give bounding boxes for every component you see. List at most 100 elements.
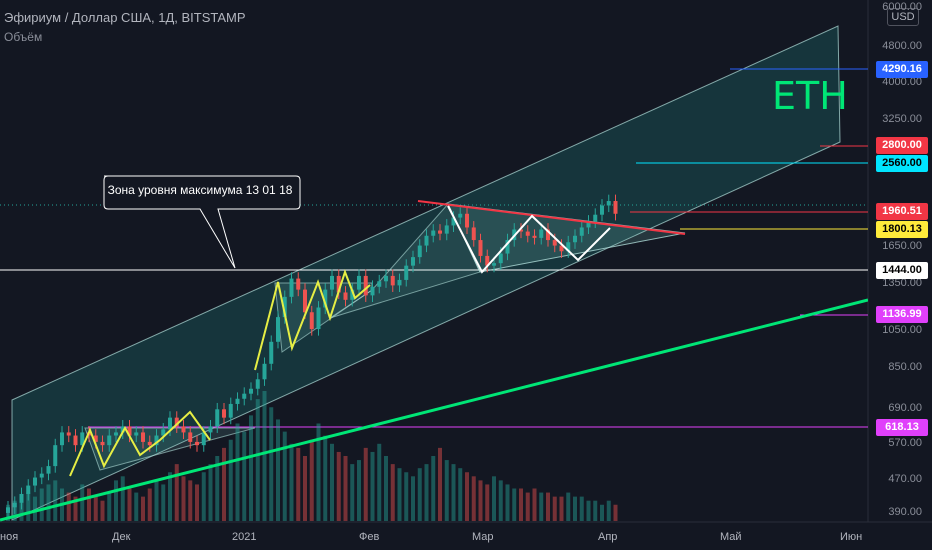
yellow-zigzag-lower[interactable]	[69, 410, 211, 477]
candle-body[interactable]	[46, 466, 51, 474]
candle-body[interactable]	[566, 242, 571, 252]
level-badge[interactable]: 1136.99	[876, 306, 928, 323]
candle-body[interactable]	[289, 278, 294, 297]
candle-body[interactable]	[114, 432, 118, 436]
candle-body[interactable]	[141, 432, 145, 442]
volume-indicator-label[interactable]: Объём	[4, 30, 43, 44]
candle-body[interactable]	[174, 417, 179, 427]
level-badge[interactable]: 2800.00	[876, 137, 928, 154]
candle-body[interactable]	[26, 485, 31, 494]
candle-body[interactable]	[478, 240, 483, 256]
candle-body[interactable]	[249, 388, 253, 394]
candle-body[interactable]	[357, 275, 361, 290]
candle-body[interactable]	[525, 231, 530, 236]
candle-body[interactable]	[384, 275, 388, 282]
candle-body[interactable]	[222, 409, 226, 418]
candle-body[interactable]	[107, 435, 112, 446]
level-badge[interactable]: 1800.13	[876, 221, 928, 238]
candle-body[interactable]	[60, 432, 64, 446]
candle-body[interactable]	[262, 363, 267, 380]
candle-body[interactable]	[330, 275, 334, 290]
candle-body[interactable]	[276, 317, 280, 342]
candle-body[interactable]	[336, 275, 341, 293]
candle-body[interactable]	[255, 379, 260, 389]
candle-body[interactable]	[519, 229, 523, 232]
candle-body[interactable]	[168, 417, 172, 430]
candle-body[interactable]	[66, 432, 71, 436]
level-badge[interactable]: 4290.16	[876, 61, 928, 78]
candle-body[interactable]	[377, 281, 382, 287]
candle-body[interactable]	[208, 426, 213, 433]
candle-body[interactable]	[316, 307, 321, 330]
candle-body[interactable]	[451, 217, 456, 226]
candle-body[interactable]	[559, 245, 564, 252]
candle-body[interactable]	[606, 201, 611, 206]
candle-body[interactable]	[53, 445, 58, 467]
candle-body[interactable]	[269, 341, 274, 364]
candle-body[interactable]	[539, 229, 544, 238]
candle-body[interactable]	[363, 275, 368, 296]
candle-body[interactable]	[73, 435, 78, 446]
candle-body[interactable]	[505, 240, 510, 254]
candle-body[interactable]	[181, 426, 186, 433]
candle-body[interactable]	[154, 435, 159, 446]
candle-body[interactable]	[397, 279, 402, 286]
candle-body[interactable]	[215, 409, 220, 427]
candle-body[interactable]	[195, 441, 199, 446]
candle-body[interactable]	[201, 432, 206, 446]
candle-body[interactable]	[93, 435, 98, 442]
candle-body[interactable]	[134, 432, 139, 436]
candle-body[interactable]	[33, 477, 37, 486]
candle-body[interactable]	[282, 296, 287, 318]
candle-body[interactable]	[188, 432, 193, 442]
candle-body[interactable]	[600, 205, 604, 215]
rising-channel[interactable]	[11, 25, 841, 521]
candle-series[interactable]	[6, 194, 618, 520]
candle-body[interactable]	[343, 292, 348, 300]
candle-body[interactable]	[19, 493, 24, 503]
currency-button[interactable]: USD	[887, 8, 919, 26]
candle-body[interactable]	[546, 229, 550, 241]
candle-body[interactable]	[444, 225, 449, 234]
candle-body[interactable]	[417, 245, 422, 258]
candle-body[interactable]	[424, 235, 429, 246]
candle-body[interactable]	[573, 235, 577, 243]
candle-body[interactable]	[613, 201, 618, 214]
candle-body[interactable]	[593, 214, 598, 222]
symbol-title[interactable]: Эфириум / Доллар США, 1Д, BITSTAMP	[4, 10, 246, 25]
candle-body[interactable]	[458, 213, 463, 218]
candle-body[interactable]	[296, 278, 301, 290]
candle-body[interactable]	[404, 265, 409, 280]
candle-body[interactable]	[235, 398, 240, 404]
candle-body[interactable]	[485, 255, 490, 266]
candle-body[interactable]	[242, 393, 247, 399]
candle-body[interactable]	[100, 441, 105, 446]
candle-body[interactable]	[431, 230, 436, 236]
candle-body[interactable]	[498, 253, 503, 264]
level-badge[interactable]: 618.13	[876, 419, 928, 436]
candle-body[interactable]	[303, 289, 307, 313]
candle-body[interactable]	[228, 403, 233, 418]
candle-body[interactable]	[6, 507, 10, 513]
candle-body[interactable]	[120, 426, 125, 433]
candle-body[interactable]	[12, 502, 17, 508]
candle-body[interactable]	[579, 227, 584, 236]
candle-body[interactable]	[323, 289, 328, 308]
candle-body[interactable]	[492, 263, 496, 266]
candle-body[interactable]	[80, 432, 85, 446]
candle-body[interactable]	[147, 441, 152, 446]
level-badge[interactable]: 1960.51	[876, 203, 928, 220]
candle-body[interactable]	[161, 429, 166, 436]
white-w-pattern[interactable]	[447, 205, 611, 274]
candle-body[interactable]	[471, 227, 476, 241]
candle-body[interactable]	[411, 257, 415, 266]
candle-body[interactable]	[552, 240, 557, 246]
level-badge[interactable]: 2560.00	[876, 155, 928, 172]
candle-body[interactable]	[127, 426, 132, 436]
candle-body[interactable]	[586, 221, 591, 228]
resistance-trendline[interactable]	[417, 200, 686, 235]
candle-body[interactable]	[390, 275, 395, 286]
candle-body[interactable]	[465, 213, 469, 228]
candle-body[interactable]	[309, 312, 314, 330]
